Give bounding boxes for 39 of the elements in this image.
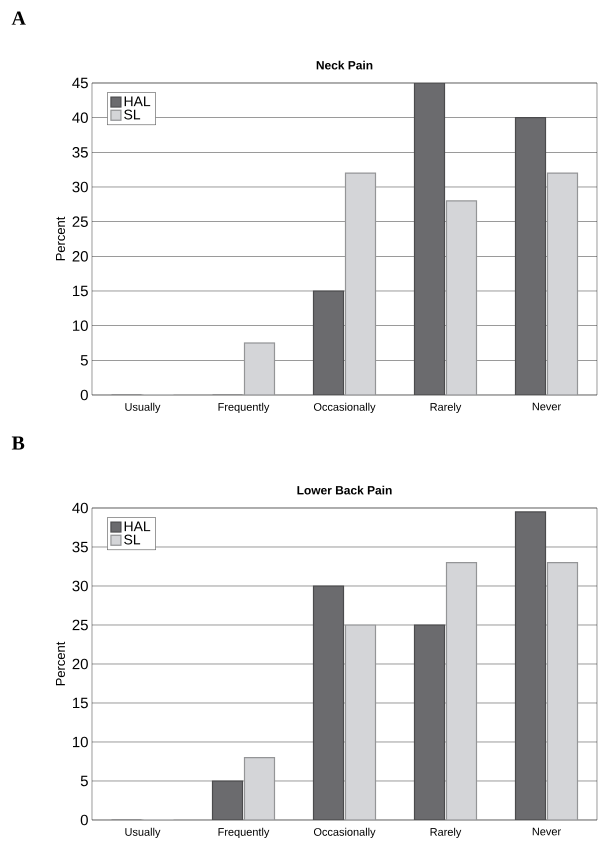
y-tick-label: 10	[73, 320, 88, 331]
x-tick-label: Occasionally	[314, 402, 376, 413]
chart-title: Neck Pain	[316, 60, 372, 70]
x-tick-label: Usually	[125, 828, 160, 838]
y-tick-label: 15	[73, 698, 88, 708]
legend-label: SL	[124, 110, 140, 120]
y-tick-label: 35	[72, 147, 88, 158]
x-tick-label: Occasionally	[314, 828, 376, 838]
y-tick-label: 5	[80, 776, 88, 786]
y-tick-label: 15	[73, 286, 88, 296]
text: A	[12, 12, 26, 25]
y-tick-label: 0	[80, 814, 88, 826]
x-tick-label: Frequently	[218, 828, 270, 838]
y-tick-label: 45	[72, 78, 88, 88]
x-tick-label: Never	[532, 828, 561, 836]
x-tick-label: Never	[532, 402, 561, 410]
y-tick-label: 20	[72, 658, 88, 670]
y-tick-label: 25	[72, 216, 88, 227]
y-tick-label: 5	[80, 355, 88, 366]
legend-label: SL	[124, 534, 140, 544]
y-tick-label: 20	[72, 251, 88, 262]
chart-title: Lower Back Pain	[297, 486, 392, 494]
x-tick-label: Rarely	[430, 828, 462, 838]
y-tick-label: 30	[72, 580, 88, 592]
y-tick-label: 10	[73, 736, 88, 748]
y-tick-label: 35	[72, 542, 88, 552]
y-axis-title: Percent	[56, 642, 66, 686]
legend-label: HAL	[124, 522, 150, 532]
y-tick-label: 40	[72, 112, 88, 123]
x-tick-label: Usually	[125, 402, 160, 413]
x-tick-label: Frequently	[218, 402, 270, 413]
y-tick-label: 0	[80, 390, 88, 400]
y-tick-label: 30	[72, 182, 88, 192]
x-tick-label: Rarely	[430, 402, 462, 413]
y-tick-label: 25	[72, 620, 88, 630]
y-tick-label: 40	[72, 502, 88, 514]
text: B	[12, 436, 24, 450]
legend-label: HAL	[124, 96, 150, 106]
y-axis-title: Percent	[56, 216, 66, 260]
